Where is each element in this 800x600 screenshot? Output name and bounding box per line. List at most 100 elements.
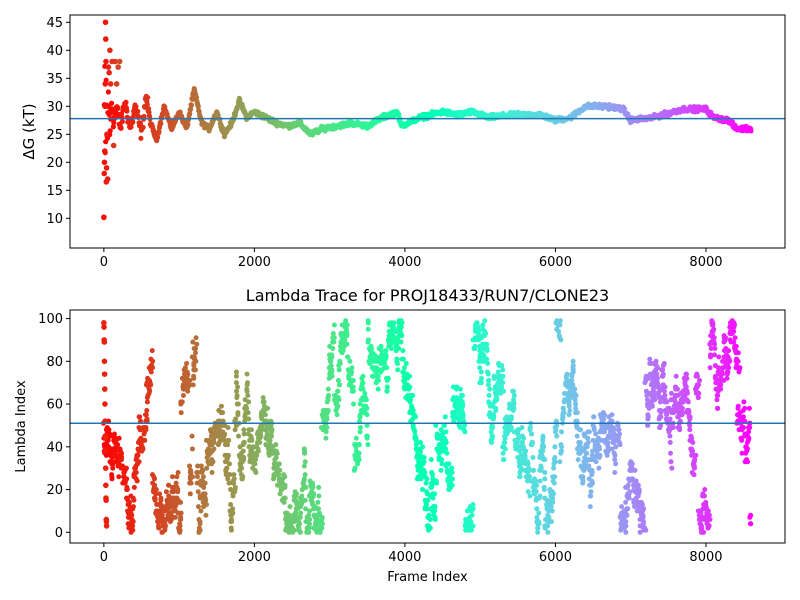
lambda-point	[349, 369, 355, 375]
y-tick-label: 25	[46, 128, 63, 143]
lambda-point	[330, 345, 336, 351]
lambda-point	[714, 397, 720, 403]
lambda-point	[143, 412, 149, 418]
lambda-point	[211, 446, 217, 452]
lambda-point	[481, 352, 487, 358]
lambda-point	[178, 510, 184, 516]
lambda-outlier-point	[101, 358, 108, 365]
lambda-point	[246, 416, 252, 422]
lambda-point	[162, 521, 168, 527]
lambda-point	[719, 371, 725, 377]
lambda-point	[711, 335, 717, 341]
delta-g-outlier-point	[110, 142, 117, 149]
lambda-point	[701, 493, 707, 499]
lambda-point	[697, 378, 703, 384]
lambda-point	[711, 352, 717, 358]
lambda-outlier-point	[103, 497, 109, 504]
lambda-point	[587, 504, 593, 510]
lambda-point	[159, 512, 165, 518]
delta-g-outlier-point	[102, 19, 109, 26]
lambda-point	[261, 399, 267, 405]
lambda-point	[669, 465, 675, 471]
lambda-point	[385, 375, 391, 381]
lambda-point	[245, 410, 251, 416]
lambda-point	[711, 326, 717, 332]
lambda-point	[470, 523, 476, 529]
lambda-point	[230, 510, 236, 516]
lambda-point	[570, 363, 576, 369]
lambda-point	[526, 474, 532, 480]
lambda-point	[124, 487, 130, 493]
delta-g-point	[124, 108, 130, 114]
lambda-point	[267, 437, 273, 443]
lambda-point	[129, 512, 135, 518]
lambda-point	[668, 450, 674, 456]
lambda-point	[427, 516, 433, 522]
lambda-point	[194, 341, 200, 347]
lambda-point	[556, 328, 562, 334]
lambda-point	[258, 429, 264, 435]
delta-g-point	[123, 99, 129, 105]
lambda-point	[534, 506, 540, 512]
lambda-point	[500, 367, 506, 373]
lambda-point	[550, 499, 556, 505]
lambda-point	[652, 397, 658, 403]
lambda-point	[315, 499, 321, 505]
lambda-point	[408, 397, 414, 403]
lambda-point	[257, 440, 263, 446]
lambda-point	[740, 425, 746, 431]
lambda-point	[245, 393, 251, 398]
lambda-point	[727, 358, 733, 364]
lambda-point	[432, 504, 438, 510]
lambda-point	[542, 469, 548, 475]
lambda-point	[364, 412, 370, 418]
lambda-point	[407, 384, 413, 390]
delta-g-outlier-point	[112, 58, 118, 65]
y-tick-label: 45	[46, 16, 63, 31]
delta-g-point	[138, 135, 144, 141]
lambda-point	[190, 474, 196, 480]
lambda-point	[331, 339, 337, 345]
lambda-outlier-point	[102, 401, 108, 407]
lambda-point	[118, 455, 124, 460]
lambda-point	[210, 459, 216, 465]
lambda-point	[306, 521, 312, 527]
lambda-point	[420, 444, 426, 450]
lambda-point	[225, 425, 231, 431]
lambda-point	[502, 435, 508, 441]
lambda-point	[319, 514, 325, 520]
lambda-point	[500, 380, 506, 386]
lambda-point	[344, 331, 350, 337]
lambda-point	[537, 478, 543, 484]
lambda-point	[683, 384, 689, 390]
lambda-point	[233, 380, 239, 386]
lambda-point	[130, 523, 136, 529]
lambda-point	[220, 418, 226, 424]
lambda-point	[125, 521, 131, 527]
lambda-point	[468, 519, 474, 525]
lambda-point	[357, 429, 363, 435]
lambda-point	[508, 425, 514, 431]
lambda-point	[302, 450, 308, 456]
lambda-point	[623, 519, 629, 525]
lambda-point	[698, 510, 704, 516]
lambda-point	[188, 469, 194, 475]
lambda-point	[706, 512, 712, 518]
lambda-point	[502, 446, 508, 452]
lambda-point	[175, 469, 181, 475]
lambda-point	[298, 510, 304, 516]
lambda-point	[605, 440, 611, 446]
lambda-point	[470, 502, 476, 508]
lambda-point	[336, 397, 342, 403]
lambda-point	[478, 375, 484, 381]
lambda-point	[349, 365, 355, 371]
lambda-point	[316, 506, 322, 512]
lambda-point	[531, 467, 537, 473]
lambda-point	[662, 384, 668, 390]
lambda-point	[388, 345, 394, 351]
lambda-point	[396, 345, 402, 351]
lambda-point	[203, 497, 209, 503]
lambda-point	[611, 427, 617, 433]
lambda-point	[673, 373, 679, 379]
lambda-point	[302, 497, 308, 503]
